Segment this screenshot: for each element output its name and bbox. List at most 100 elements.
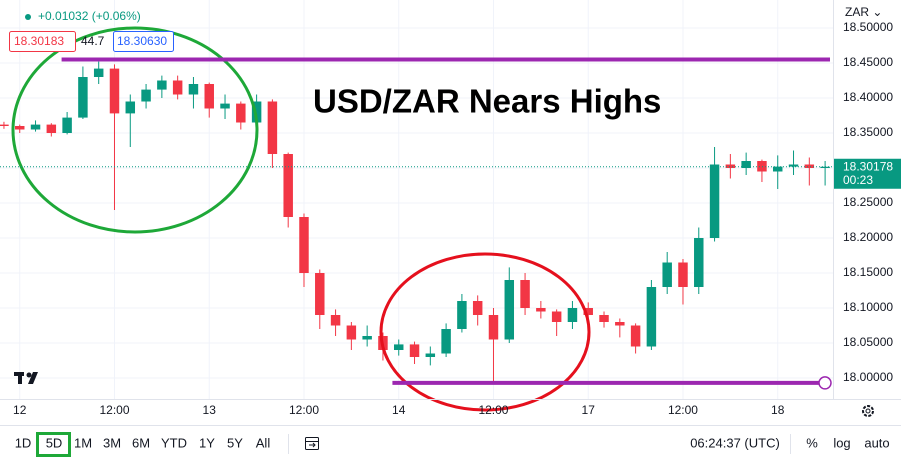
range-button[interactable]: 1Y	[199, 435, 215, 450]
candle-body	[62, 117, 72, 133]
candle-body	[788, 164, 799, 167]
line-handle	[818, 376, 832, 390]
last-price-label: 18.30178	[843, 159, 893, 173]
candle-body	[393, 344, 404, 350]
red-ellipse	[379, 252, 591, 412]
candle-body	[330, 315, 341, 326]
x-tick-label: 18	[771, 403, 785, 417]
candle-body	[820, 166, 830, 168]
candle-body	[520, 280, 530, 308]
log-button[interactable]: log	[833, 435, 850, 450]
y-tick-label: 18.50000	[843, 20, 893, 34]
candle-body	[236, 103, 246, 123]
range-button[interactable]: 3M	[103, 435, 121, 450]
candle-body	[30, 124, 41, 130]
y-tick-label: 18.20000	[843, 230, 893, 244]
range-button[interactable]: 1M	[74, 435, 92, 450]
candle-body	[709, 164, 720, 238]
spread: 44.7	[81, 34, 105, 48]
candle-body	[678, 262, 688, 287]
candle-body	[15, 126, 25, 130]
x-tick-label: 14	[392, 403, 406, 417]
candle-body	[425, 353, 436, 357]
range-button[interactable]: All	[256, 435, 271, 450]
range-button[interactable]: 1D	[15, 435, 32, 450]
candle-body	[488, 315, 499, 340]
candle-body	[299, 217, 309, 273]
range-button[interactable]: 6M	[132, 435, 150, 450]
ask: 18.30630	[117, 34, 167, 48]
candle-body	[472, 301, 483, 315]
range-button[interactable]: 5D	[46, 435, 63, 450]
candle-body	[315, 273, 325, 315]
x-tick-label: 12:00	[99, 403, 129, 417]
candle-body	[46, 124, 57, 133]
x-tick-label: 12:00	[668, 403, 698, 417]
candle-body	[741, 161, 751, 168]
candle-body	[188, 84, 199, 95]
ask-box	[113, 31, 174, 52]
candle-body	[551, 311, 562, 322]
candle-body	[536, 308, 546, 312]
y-tick-label: 18.25000	[843, 195, 893, 209]
candle-body	[615, 322, 625, 326]
candle-body	[646, 287, 657, 347]
y-tick-label: 18.15000	[843, 265, 893, 279]
candle-body	[109, 68, 120, 114]
y-tick-label: 18.00000	[843, 370, 893, 384]
candle-body	[583, 308, 593, 315]
last-price-box	[834, 158, 901, 189]
bid-box	[9, 31, 76, 52]
candle-body	[172, 80, 183, 95]
candle-body	[804, 164, 815, 168]
green-ellipse	[11, 26, 259, 234]
candle-body	[409, 344, 420, 357]
x-tick-label: 12	[13, 403, 27, 417]
x-tick-label: 13	[203, 403, 217, 417]
change: +0.01032 (+0.06%)	[38, 9, 141, 23]
selected-range	[36, 432, 71, 457]
x-tick-label: 12:00	[289, 403, 319, 417]
candle-body	[157, 80, 167, 90]
logo	[14, 372, 38, 384]
candle-body	[267, 101, 278, 154]
candle-body	[93, 68, 104, 77]
chart-title: USD/ZAR Nears Highs	[313, 83, 661, 120]
candle-body	[283, 154, 293, 217]
candle-body	[694, 238, 704, 287]
percent-button[interactable]: %	[806, 435, 818, 450]
range-button[interactable]: YTD	[161, 435, 187, 450]
y-tick-label: 18.10000	[843, 300, 893, 314]
candle-body	[441, 329, 451, 354]
candle-body	[0, 124, 9, 126]
range-button[interactable]: 5Y	[227, 435, 243, 450]
status-dot	[25, 14, 31, 20]
calendar-icon[interactable]	[305, 437, 319, 450]
x-tick-label: 17	[582, 403, 596, 417]
candle-body	[599, 315, 609, 322]
bid: 18.30183	[14, 34, 64, 48]
settings-icon[interactable]	[862, 405, 874, 417]
candle-body	[220, 103, 230, 109]
candle-body	[125, 101, 136, 114]
candle-body	[757, 161, 767, 172]
candle-body	[78, 77, 88, 118]
candle-body	[504, 280, 515, 340]
candle-body	[662, 262, 672, 287]
auto-button[interactable]: auto	[864, 435, 889, 450]
candle-body	[346, 325, 357, 340]
currency[interactable]: ZAR ⌄	[845, 5, 882, 19]
candle-body	[567, 308, 578, 322]
candle-body	[725, 164, 736, 168]
candle-body	[772, 166, 783, 172]
countdown: 00:23	[843, 173, 873, 187]
y-tick-label: 18.45000	[843, 55, 893, 69]
y-tick-label: 18.35000	[843, 125, 893, 139]
candle-body	[630, 325, 641, 347]
candle-body	[204, 84, 214, 109]
candle-body	[362, 336, 372, 340]
x-tick-label: 12:00	[478, 403, 508, 417]
y-tick-label: 18.05000	[843, 335, 893, 349]
y-tick-label: 18.40000	[843, 90, 893, 104]
